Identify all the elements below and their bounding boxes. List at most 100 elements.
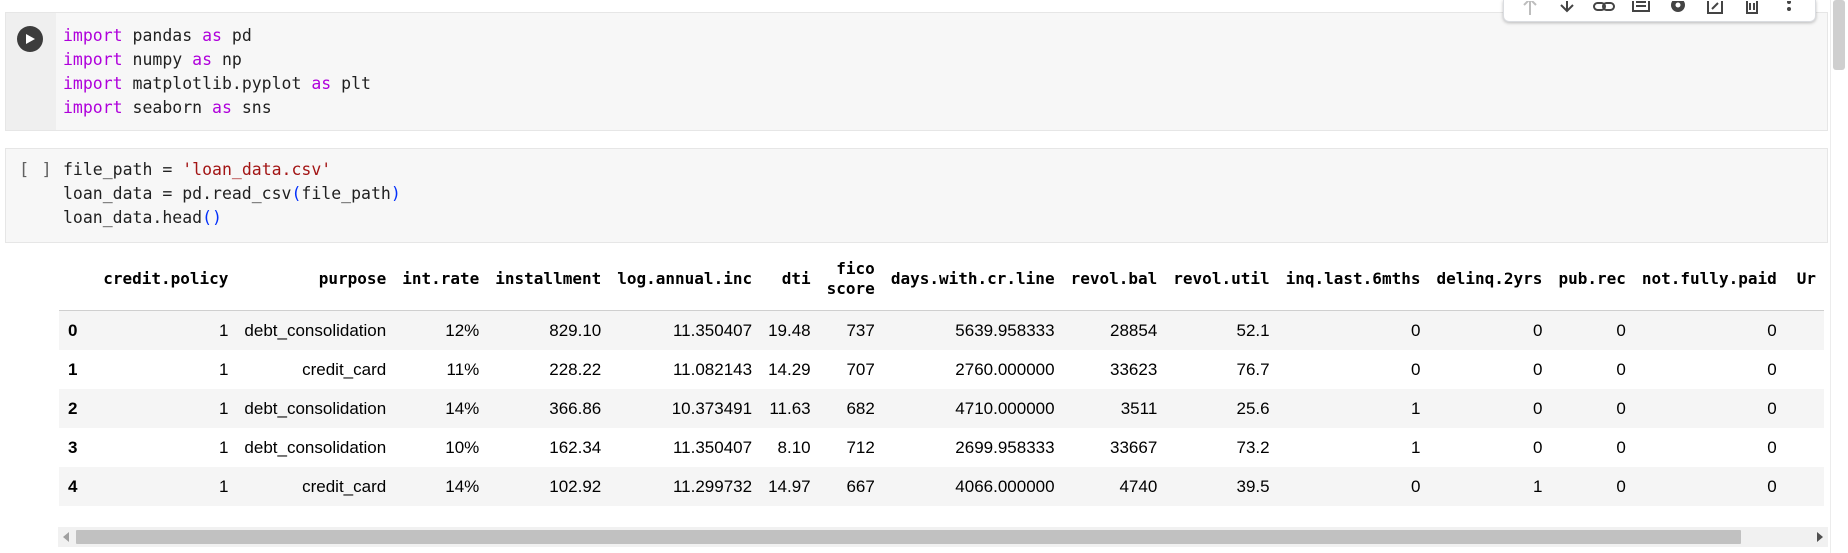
code-line[interactable]: import seaborn as sns: [63, 96, 371, 120]
mirror-cell-button[interactable]: [1702, 1, 1728, 21]
table-cell: 8.10: [777, 437, 811, 457]
table-cell: [1785, 350, 1824, 389]
copy-link-button[interactable]: [1591, 1, 1617, 21]
table-cell: debt_consolidation: [244, 398, 387, 418]
move-cell-down-button[interactable]: [1554, 1, 1580, 21]
table-cell: 0: [1616, 320, 1626, 340]
table-cell: 829.10: [549, 320, 602, 340]
run-cell-button[interactable]: [17, 26, 43, 52]
column-header: purpose: [236, 248, 395, 311]
table-cell: 1: [1411, 437, 1421, 457]
settings-button[interactable]: [1665, 1, 1691, 21]
row-index: 1: [68, 359, 78, 379]
code-line[interactable]: import pandas as pd: [63, 24, 371, 48]
table-cell: [1785, 467, 1824, 506]
table-cell: 14.29: [768, 359, 811, 379]
table-cell: 0: [1532, 359, 1543, 379]
code-token: 'loan_data.csv': [182, 160, 332, 179]
table-row: 2 1 debt_consolidation 14% 366.86 10.373491 11…: [59, 389, 1824, 428]
column-header-line: score: [826, 279, 875, 298]
table-row: 0 1 debt_consolidation 12% 829.10 11.350407 19…: [59, 310, 1824, 351]
table-cell: 162.34: [549, 437, 602, 457]
code-line[interactable]: loan_data.head(): [63, 206, 401, 230]
cell-gutter: [ ]: [6, 149, 56, 242]
code-line[interactable]: file_path = 'loan_data.csv': [63, 158, 401, 182]
table-cell: 712: [846, 437, 875, 457]
table-cell: 0: [1532, 437, 1543, 457]
table-cell: 1: [218, 398, 229, 418]
code-token: import: [63, 74, 123, 93]
delete-cell-button[interactable]: [1739, 1, 1765, 21]
vertical-scrollbar[interactable]: [1830, 0, 1848, 553]
table-cell: 737: [846, 320, 875, 340]
table-cell: 28854: [1110, 320, 1158, 340]
horizontal-scrollbar[interactable]: [58, 527, 1828, 547]
move-cell-up-button[interactable]: [1517, 1, 1543, 21]
table-cell: 76.7: [1236, 359, 1270, 379]
column-header: days.with.cr.line: [882, 248, 1063, 311]
code-editor[interactable]: import pandas as pd import numpy as np imp…: [63, 24, 371, 120]
dataframe-table: credit.policy purpose int.rate installment l…: [59, 248, 1824, 506]
table-cell: 0: [1616, 476, 1626, 496]
code-cell-load-data[interactable]: [ ] file_path = 'loan_data.csv' loan_data…: [5, 148, 1828, 243]
code-token: file_path: [301, 184, 391, 203]
table-cell: 10.373491: [671, 398, 753, 418]
scroll-left-arrow-icon[interactable]: [63, 532, 69, 542]
scroll-right-arrow-icon[interactable]: [1817, 532, 1823, 542]
index-header: [59, 248, 96, 311]
table-cell: 0: [1767, 476, 1777, 496]
column-header-line: fico: [836, 259, 875, 278]
table-cell: 11.350407: [672, 437, 753, 457]
more-actions-button[interactable]: [1776, 1, 1802, 21]
cell-toolbar: [1503, 0, 1816, 22]
code-token: import: [63, 98, 123, 117]
column-header: revol.bal: [1062, 248, 1166, 311]
table-cell: credit_card: [302, 359, 387, 379]
table-cell: 682: [846, 398, 875, 418]
code-token: as: [202, 26, 222, 45]
column-header: fico score: [818, 248, 883, 311]
table-cell: 0: [1532, 320, 1543, 340]
table-cell: 39.5: [1236, 476, 1270, 496]
execution-count[interactable]: [ ]: [19, 160, 53, 180]
table-cell: 11%: [446, 359, 480, 379]
table-cell: debt_consolidation: [244, 437, 387, 457]
table-cell: 33667: [1110, 437, 1158, 457]
row-index: 2: [68, 398, 78, 418]
move-down-icon: [1560, 1, 1575, 13]
table-cell: 14.97: [768, 476, 811, 496]
table-header-row: credit.policy purpose int.rate installment l…: [59, 248, 1824, 311]
table-cell: [1785, 311, 1824, 351]
table-cell: 1: [1532, 476, 1543, 496]
vertical-scrollbar-thumb[interactable]: [1833, 0, 1845, 70]
table-cell: 12%: [445, 320, 480, 340]
code-token: seaborn: [122, 98, 213, 117]
code-editor[interactable]: file_path = 'loan_data.csv' loan_data = p…: [63, 158, 401, 230]
table-cell: 1: [1411, 398, 1421, 418]
code-cell-imports[interactable]: import pandas as pd import numpy as np imp…: [5, 12, 1828, 131]
mirror-cell-icon: [1706, 1, 1723, 14]
code-line[interactable]: import numpy as np: [63, 48, 371, 72]
table-cell: credit_card: [302, 476, 387, 496]
table-cell: 1: [218, 476, 229, 496]
table-cell: 0: [1411, 476, 1421, 496]
table-cell: 2699.958333: [955, 437, 1055, 457]
add-comment-button[interactable]: [1628, 1, 1654, 21]
table-cell: 11.350407: [672, 320, 753, 340]
code-token: (): [202, 208, 222, 227]
column-header: credit.policy: [95, 248, 237, 311]
code-line[interactable]: import matplotlib.pyplot as plt: [63, 72, 371, 96]
column-header: not.fully.paid: [1633, 248, 1785, 311]
code-line[interactable]: loan_data = pd.read_csv(file_path): [63, 182, 401, 206]
table-cell: 11.299732: [672, 476, 753, 496]
column-header: delinq.2yrs: [1428, 248, 1551, 311]
table-cell: 0: [1616, 359, 1626, 379]
code-token: loan_data.head: [63, 208, 203, 227]
table-cell: 1: [218, 320, 229, 340]
horizontal-scrollbar-thumb[interactable]: [76, 530, 1741, 544]
table-cell: 3511: [1120, 398, 1158, 418]
column-header: int.rate: [394, 248, 488, 311]
table-cell: 14%: [445, 398, 480, 418]
table-cell: 0: [1767, 398, 1777, 418]
link-icon: [1593, 2, 1616, 11]
